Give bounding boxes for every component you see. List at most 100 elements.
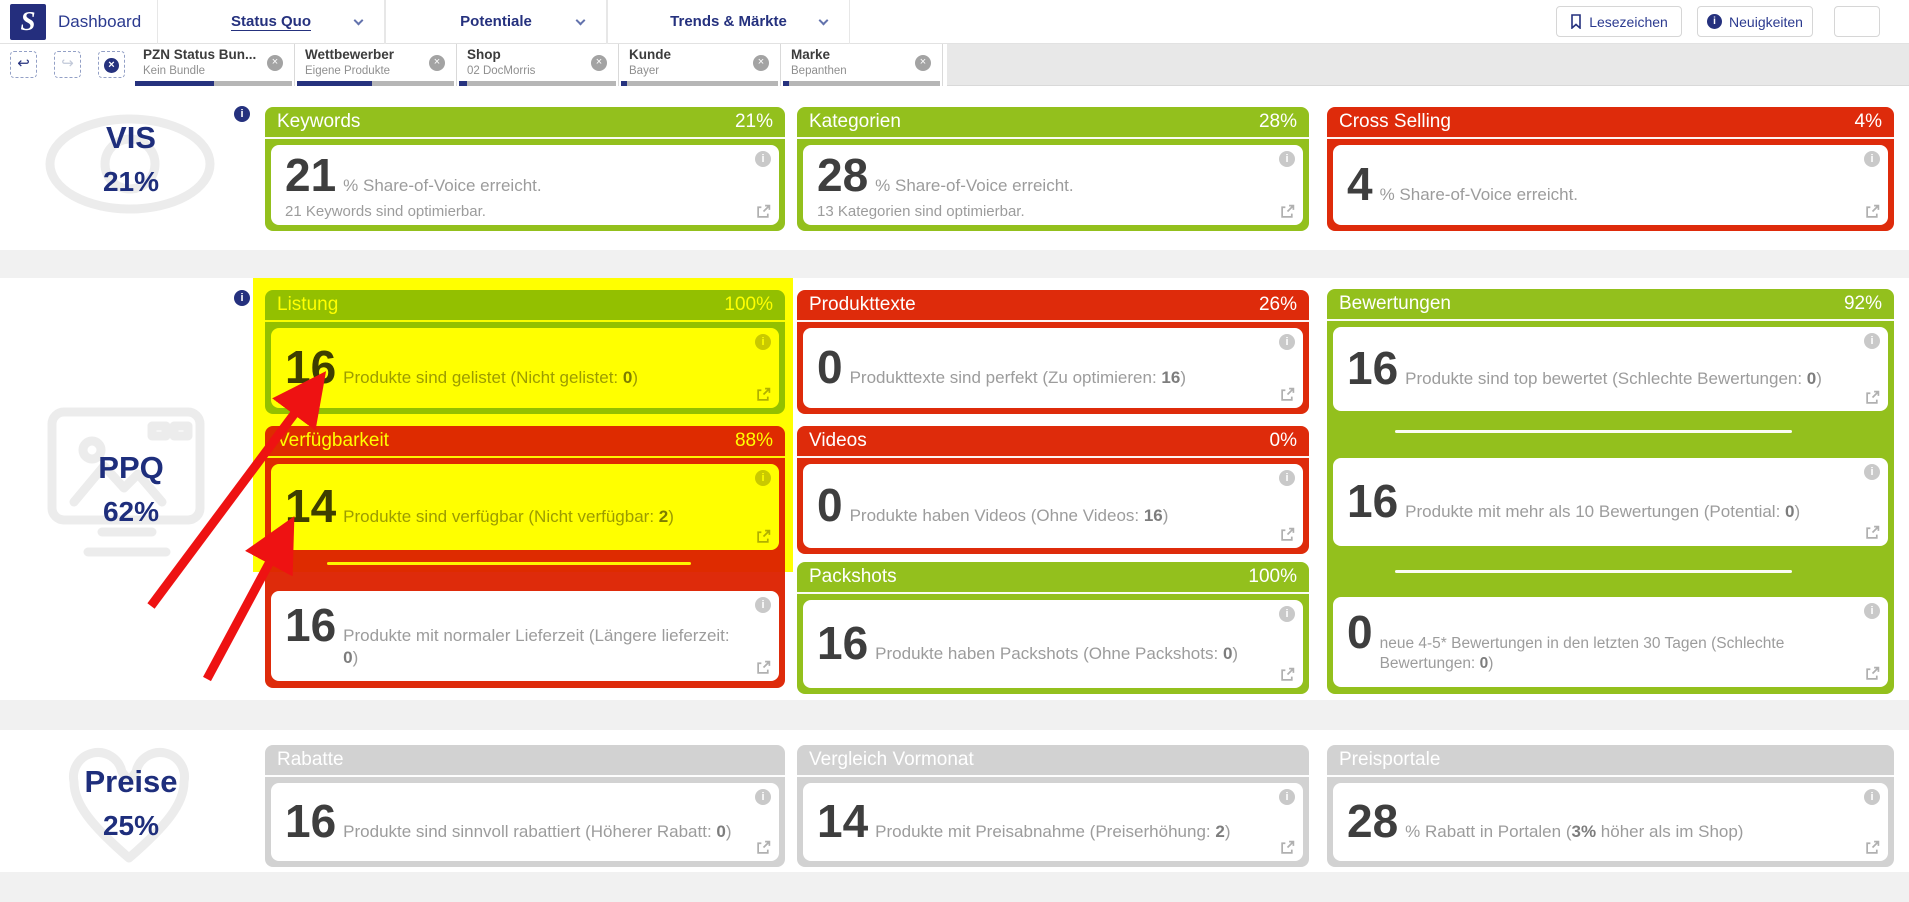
card-divider [1395, 430, 1792, 433]
chevron-down-icon [818, 15, 829, 26]
external-link-icon[interactable] [1865, 204, 1880, 219]
card-title: Vergleich Vormonat [809, 749, 974, 770]
info-icon[interactable]: i [1864, 464, 1880, 480]
info-icon[interactable]: i [1864, 603, 1880, 619]
tab-title: Kunde [629, 47, 671, 62]
card-preisportale[interactable]: Preisportale i 28 % Rabatt in Portalen (… [1327, 745, 1894, 867]
card-produkttexte[interactable]: Produkttexte 26% i 0 Produkttexte sind p… [797, 290, 1309, 414]
external-link-icon[interactable] [1280, 527, 1295, 542]
card-header: Videos 0% [797, 426, 1309, 458]
menu-button[interactable] [1834, 6, 1880, 37]
external-link-icon[interactable] [1280, 387, 1295, 402]
info-icon[interactable]: i [1864, 789, 1880, 805]
external-link-icon[interactable] [756, 204, 771, 219]
top-navbar: S Dashboard Status Quo Potentiale Trends… [0, 0, 1909, 44]
tab-subtitle: Bepanthen [791, 65, 847, 77]
card-title: Packshots [809, 566, 897, 587]
card-header: Kategorien 28% [797, 107, 1309, 139]
external-link-icon[interactable] [756, 840, 771, 855]
tab-subtitle: 02 DocMorris [467, 65, 536, 77]
external-link-icon[interactable] [756, 529, 771, 544]
card-videos[interactable]: Videos 0% i 0 Produkte haben Videos (Ohn… [797, 426, 1309, 554]
info-icon[interactable]: i [755, 789, 771, 805]
card-title: Produkttexte [809, 294, 916, 315]
card-header: Produkttexte 26% [797, 290, 1309, 322]
card-header: Preisportale [1327, 745, 1894, 777]
external-link-icon[interactable] [1865, 390, 1880, 405]
card-listung[interactable]: Listung 100% i 16 Produkte sind gelistet… [265, 290, 785, 414]
eye-icon [40, 112, 220, 222]
nav-item-label: Status Quo [230, 13, 311, 30]
selection-tab-pzn-status[interactable]: PZN Status Bun... Kein Bundle × [133, 44, 295, 86]
clear-selections-icon[interactable]: × [98, 51, 125, 78]
external-link-icon[interactable] [1280, 840, 1295, 855]
info-icon[interactable]: i [755, 151, 771, 167]
tab-title: Shop [467, 47, 501, 62]
card-title: Cross Selling [1339, 111, 1451, 132]
card-keywords[interactable]: Keywords 21% i 21 % Share-of-Voice errei… [265, 107, 785, 231]
card-title: Verfügbarkeit [277, 430, 389, 451]
info-icon[interactable]: i [1864, 151, 1880, 167]
nav-item-trends-maerkte[interactable]: Trends & Märkte [607, 0, 850, 44]
external-link-icon[interactable] [756, 660, 771, 675]
info-icon[interactable]: i [234, 290, 250, 306]
close-icon[interactable]: × [429, 55, 445, 71]
card-packshots[interactable]: Packshots 100% i 16 Produkte haben Packs… [797, 562, 1309, 694]
tab-subtitle: Eigene Produkte [305, 65, 391, 77]
news-button[interactable]: i Neuigkeiten [1697, 6, 1813, 37]
section-divider [0, 250, 1909, 278]
external-link-icon[interactable] [1865, 525, 1880, 540]
info-icon[interactable]: i [1279, 606, 1295, 622]
page-title: Dashboard [58, 12, 142, 31]
card-percent: 4% [1854, 111, 1882, 132]
card-cross-selling[interactable]: Cross Selling 4% i 4 % Share-of-Voice er… [1327, 107, 1894, 231]
external-link-icon[interactable] [1280, 667, 1295, 682]
section-label-ppq: PPQ 62% [98, 450, 164, 527]
external-link-icon[interactable] [1280, 204, 1295, 219]
info-icon[interactable]: i [1279, 334, 1295, 350]
external-link-icon[interactable] [1865, 840, 1880, 855]
card-kategorien[interactable]: Kategorien 28% i 28 % Share-of-Voice err… [797, 107, 1309, 231]
tab-title: Wettbewerber [305, 47, 395, 62]
card-rabatte[interactable]: Rabatte i 16 Produkte sind sinnvoll raba… [265, 745, 785, 867]
nav-item-status-quo[interactable]: Status Quo [157, 0, 385, 44]
redo-selection-icon[interactable]: ↪ [54, 51, 81, 78]
card-verfuegbarkeit[interactable]: Verfügbarkeit 88% i 14 Produkte sind ver… [265, 426, 785, 688]
selection-tab-shop[interactable]: Shop 02 DocMorris × [457, 44, 619, 86]
selection-tab-marke[interactable]: Marke Bepanthen × [781, 44, 943, 86]
close-icon[interactable]: × [591, 55, 607, 71]
close-icon[interactable]: × [267, 55, 283, 71]
card-vergleich-vormonat[interactable]: Vergleich Vormonat i 14 Produkte mit Pre… [797, 745, 1309, 867]
close-icon[interactable]: × [753, 55, 769, 71]
bookmark-icon [1571, 14, 1581, 29]
card-header: Listung 100% [265, 290, 785, 322]
external-link-icon[interactable] [1865, 666, 1880, 681]
info-icon: i [1707, 14, 1723, 29]
info-icon[interactable]: i [1279, 789, 1295, 805]
selection-tab-wettbewerber[interactable]: Wettbewerber Eigene Produkte × [295, 44, 457, 86]
card-header: Vergleich Vormonat [797, 745, 1309, 777]
info-icon[interactable]: i [1279, 470, 1295, 486]
info-icon[interactable]: i [1279, 151, 1295, 167]
info-icon[interactable]: i [234, 106, 250, 122]
nav-item-label: Potentiale [460, 13, 532, 30]
nav-item-potentiale[interactable]: Potentiale [385, 0, 607, 44]
brand-logo-icon[interactable]: S [10, 4, 46, 40]
card-title: Videos [809, 430, 867, 451]
info-icon[interactable]: i [755, 597, 771, 613]
info-icon[interactable]: i [1864, 333, 1880, 349]
external-link-icon[interactable] [756, 387, 771, 402]
card-title: Rabatte [277, 749, 344, 770]
undo-selection-icon[interactable]: ↩ [10, 51, 37, 78]
selection-tab-kunde[interactable]: Kunde Bayer × [619, 44, 781, 86]
card-header: Cross Selling 4% [1327, 107, 1894, 139]
nav-item-label: Trends & Märkte [670, 13, 787, 30]
heart-icon [64, 746, 194, 876]
card-bewertungen[interactable]: Bewertungen 92% i 16 Produkte sind top b… [1327, 289, 1894, 694]
close-icon[interactable]: × [915, 55, 931, 71]
info-icon[interactable]: i [755, 334, 771, 350]
bookmarks-button[interactable]: Lesezeichen [1556, 6, 1682, 37]
tab-subtitle: Kein Bundle [143, 65, 206, 77]
tab-title: Marke [791, 47, 831, 62]
info-icon[interactable]: i [755, 470, 771, 486]
